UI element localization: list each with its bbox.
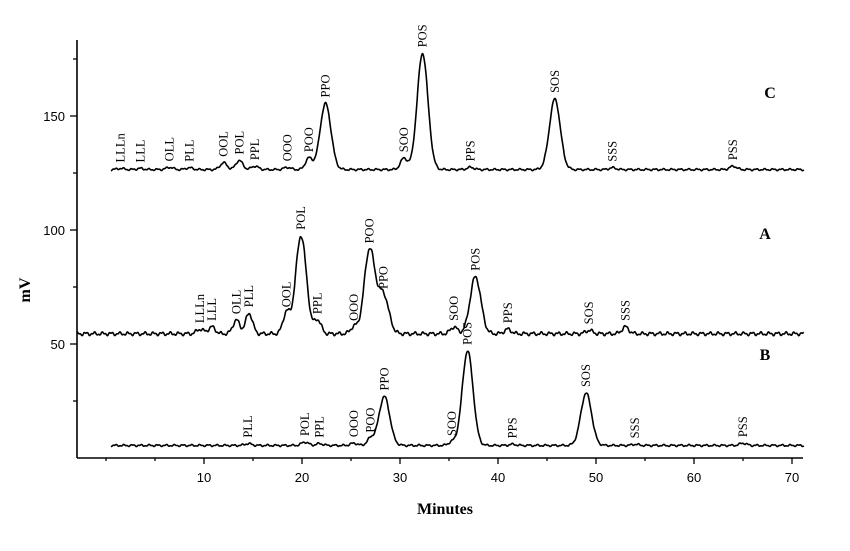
peak-label-C-PPO: PPO	[319, 75, 333, 98]
x-tick-label: 30	[393, 470, 407, 485]
x-tick-label: 60	[687, 470, 701, 485]
peak-label-A-POL: POL	[294, 206, 308, 230]
peak-label-C-LLLn: LLLn	[114, 133, 128, 163]
peak-label-B-OOO: OOO	[347, 410, 361, 437]
trace-label-C: C	[764, 85, 776, 102]
x-ticks: 10 20 30 40 50 60 70	[105, 458, 799, 485]
peak-labels: LLLn LLL OLL PLL OOL POL PPL OOO POOPPOSOOPOSPPS…	[114, 24, 750, 438]
peak-label-C-PPS: PPS	[464, 140, 478, 161]
peak-label-A-PPL: PPL	[311, 293, 325, 315]
peak-label-A-OOL: OOL	[279, 282, 293, 308]
peak-label-C-SOS: SOS	[548, 70, 562, 93]
peak-label-A-SSS: SSS	[618, 300, 632, 321]
peak-label-B-SSS: SSS	[628, 417, 642, 438]
y-axis-title: mV	[17, 277, 34, 302]
y-ticks: 50 100 150	[43, 58, 77, 402]
peak-label-B-PPO: PPO	[377, 368, 391, 391]
axes: 10 20 30 40 50 60 70 50 100 150 Minutes mV	[17, 40, 803, 518]
peak-label-C-OOL: OOL	[217, 131, 231, 157]
peak-label-C-SOO: SOO	[397, 127, 411, 152]
peak-label-C-PPL: PPL	[248, 139, 262, 161]
peak-label-A-POO: POO	[363, 218, 377, 243]
peak-label-A-OOO: OOO	[347, 294, 361, 321]
peak-label-B-PLL: PLL	[241, 415, 255, 437]
trace-A	[76, 235, 805, 337]
x-tick-label: 70	[785, 470, 799, 485]
peak-label-A-SOO: SOO	[447, 296, 461, 321]
peak-label-C-OOO: OOO	[280, 134, 294, 161]
y-tick-label: 150	[43, 109, 65, 124]
trace-B	[110, 350, 805, 448]
y-tick-label: 100	[43, 223, 65, 238]
peak-label-B-SOO: SOO	[445, 411, 459, 436]
peak-label-A-PPO: PPO	[376, 266, 390, 289]
peak-label-C-POO: POO	[302, 127, 316, 152]
y-tick-label: 50	[51, 337, 65, 352]
peak-label-B-PSS: PSS	[736, 416, 750, 437]
traces	[76, 52, 805, 448]
peak-label-A-PPS: PPS	[501, 302, 515, 323]
peak-label-B-PPL: PPL	[313, 416, 327, 438]
peak-label-A-OLL: OLL	[229, 290, 243, 314]
peak-label-A-LLL: LLL	[205, 298, 219, 321]
trace-label-B: B	[760, 347, 771, 364]
peak-label-C-SSS: SSS	[606, 141, 620, 162]
trace-label-A: A	[759, 226, 771, 243]
peak-label-A-POS: POS	[468, 248, 482, 271]
peak-label-A-LLLn: LLLn	[193, 293, 207, 323]
peak-label-A-SOS: SOS	[582, 301, 596, 324]
x-tick-label: 20	[295, 470, 309, 485]
peak-label-C-PSS: PSS	[726, 139, 740, 160]
trace-labels: C A B	[759, 85, 776, 364]
trace-C	[110, 52, 805, 172]
peak-label-B-POS: POS	[461, 322, 475, 345]
peak-label-B-PPS: PPS	[506, 417, 520, 438]
x-tick-label: 40	[491, 470, 505, 485]
peak-label-B-POL: POL	[298, 412, 312, 436]
peak-label-C-PLL: PLL	[182, 140, 196, 162]
peak-label-C-POL: POL	[232, 131, 246, 155]
x-tick-label: 10	[197, 470, 211, 485]
peak-label-C-LLL: LLL	[133, 140, 147, 163]
x-axis-title: Minutes	[417, 501, 473, 518]
peak-label-B-POO: POO	[364, 408, 378, 433]
x-tick-label: 50	[589, 470, 603, 485]
peak-label-C-POS: POS	[416, 24, 430, 47]
peak-label-B-SOS: SOS	[579, 364, 593, 387]
peak-label-A-PLL: PLL	[242, 285, 256, 307]
peak-label-C-OLL: OLL	[163, 137, 177, 161]
